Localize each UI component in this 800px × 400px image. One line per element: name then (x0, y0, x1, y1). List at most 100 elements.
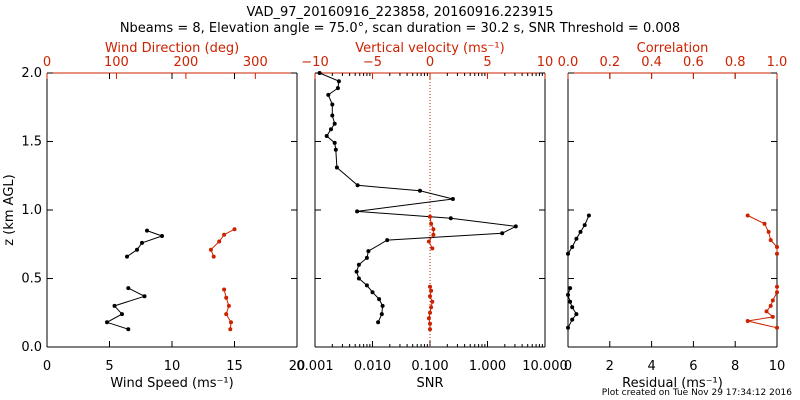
middle-bottom-series-point (326, 92, 331, 97)
right-top-series-point (775, 245, 779, 249)
middle-bottom-series-point (332, 121, 337, 126)
y-tick-label: 0.5 (21, 272, 42, 287)
middle-top-tick-label: 10 (537, 55, 554, 70)
middle-bottom-series-point (356, 276, 361, 281)
left-top-series-point (224, 295, 229, 300)
right-top-tick-label: 1.0 (767, 55, 788, 70)
middle-bottom-series-point (354, 269, 359, 274)
right-bottom-series-point (566, 325, 570, 330)
right-top-series-line (747, 286, 778, 329)
left-bottom-series-point (160, 234, 164, 238)
middle-top-series-point (428, 214, 432, 219)
middle-top-series-point (428, 284, 432, 289)
middle-top-tick-label: 0 (426, 55, 434, 70)
y-tick-label: 1.5 (21, 135, 42, 150)
middle-bottom-tick-label: 1.000 (469, 359, 506, 374)
right-top-series-point (775, 284, 779, 289)
left-bottom-series-point (145, 228, 149, 233)
left-bottom-series-point (126, 286, 131, 291)
left-bottom-tick-label: 5 (105, 359, 113, 374)
middle-top-series-point (428, 321, 432, 326)
left-top-series-point (224, 312, 229, 317)
right-top-tick-label: 0.0 (558, 55, 579, 70)
left-bottom-tick-label: 20 (289, 359, 306, 374)
left-bottom-tick-label: 15 (226, 359, 243, 374)
left-top-series-point (222, 232, 227, 237)
right-xlabel-top: Correlation (637, 41, 709, 56)
left-xlabel-bottom: Wind Speed (ms⁻¹) (110, 376, 233, 391)
right-top-tick-label: 0.4 (641, 55, 662, 70)
right-bottom-series-point (574, 236, 579, 241)
left-bottom-tick-label: 10 (164, 359, 181, 374)
figure-title-line1: VAD_97_20160916_223858, 20160916.223915 (247, 5, 554, 20)
middle-bottom-series-point (335, 86, 340, 91)
right-bottom-tick-label: 10 (769, 359, 786, 374)
middle-bottom-series-point (418, 188, 422, 193)
left-top-series-point (232, 227, 237, 232)
middle-top-series-point (431, 227, 436, 232)
middle-bottom-series-point (385, 238, 390, 243)
right-top-series-line (747, 215, 778, 254)
middle-top-series-point (428, 294, 432, 299)
right-bottom-tick-label: 2 (606, 359, 614, 374)
right-bottom-series-point (566, 292, 570, 297)
right-bottom-series-point (574, 312, 579, 317)
left-xlabel-top: Wind Direction (deg) (105, 41, 239, 56)
middle-bottom-series-point (370, 290, 375, 295)
middle-bottom-series-point (450, 197, 455, 201)
ylabel: z (km AGL) (2, 174, 17, 245)
right-top-series-point (770, 298, 775, 303)
right-top-tick-label: 0.8 (725, 55, 746, 70)
left-top-series-point (217, 239, 222, 244)
middle-bottom-series-point (377, 297, 382, 302)
left-top-tick-label: 0 (43, 55, 51, 70)
left-bottom-series-point (125, 254, 129, 259)
left-top-series-point (208, 247, 213, 252)
left-top-series-point (226, 303, 231, 308)
right-top-series-point (745, 319, 750, 323)
left-top-series-point (211, 254, 216, 259)
right-top-series-point (762, 221, 767, 226)
left-bottom-series-point (112, 303, 117, 308)
middle-xlabel-bottom: SNR (416, 376, 443, 391)
right-bottom-tick-label: 6 (689, 359, 697, 374)
right-top-tick-label: 0.2 (599, 55, 620, 70)
middle-bottom-series-point (380, 303, 385, 308)
middle-bottom-series-point (379, 312, 384, 317)
middle-bottom-series-point (500, 231, 505, 236)
left-bottom-series-point (142, 294, 147, 299)
middle-bottom-tick-label: 0.100 (411, 359, 448, 374)
middle-top-series-point (428, 310, 432, 315)
middle-bottom-tick-label: 0.001 (296, 359, 333, 374)
left-top-tick-label: 100 (104, 55, 129, 70)
middle-top-series-point (431, 232, 436, 237)
middle-bottom-series-point (376, 320, 381, 325)
right-bottom-series-point (570, 245, 575, 249)
right-top-series-point (768, 303, 773, 308)
y-tick-label: 2.0 (21, 66, 42, 81)
middle-top-series-point (430, 246, 435, 251)
middle-bottom-tick-label: 0.010 (354, 359, 391, 374)
middle-top-series-point (429, 221, 434, 226)
right-top-series-point (775, 290, 779, 295)
middle-bottom-series-point (448, 216, 453, 221)
middle-top-tick-label: 5 (483, 55, 491, 70)
middle-bottom-series-point (334, 165, 339, 170)
middle-xlabel-top: Vertical velocity (ms⁻¹) (355, 41, 504, 56)
middle-bottom-series-point (366, 249, 371, 254)
left-bottom-series-line (105, 287, 146, 330)
middle-top-series-point (430, 299, 435, 304)
middle-top-series-point (429, 305, 434, 310)
left-top-series-point (228, 327, 233, 332)
middle-bottom-series-point (329, 127, 333, 132)
right-bottom-series-point (570, 317, 575, 322)
right-top-series-point (770, 314, 775, 319)
right-bottom-tick-label: 0 (564, 359, 572, 374)
right-top-series-point (775, 325, 779, 330)
right-bottom-series-point (578, 229, 583, 234)
right-top-tick-label: 0.6 (683, 55, 704, 70)
middle-bottom-series-point (356, 262, 361, 267)
right-top-series-point (766, 229, 771, 234)
right-bottom-tick-label: 8 (731, 359, 739, 374)
